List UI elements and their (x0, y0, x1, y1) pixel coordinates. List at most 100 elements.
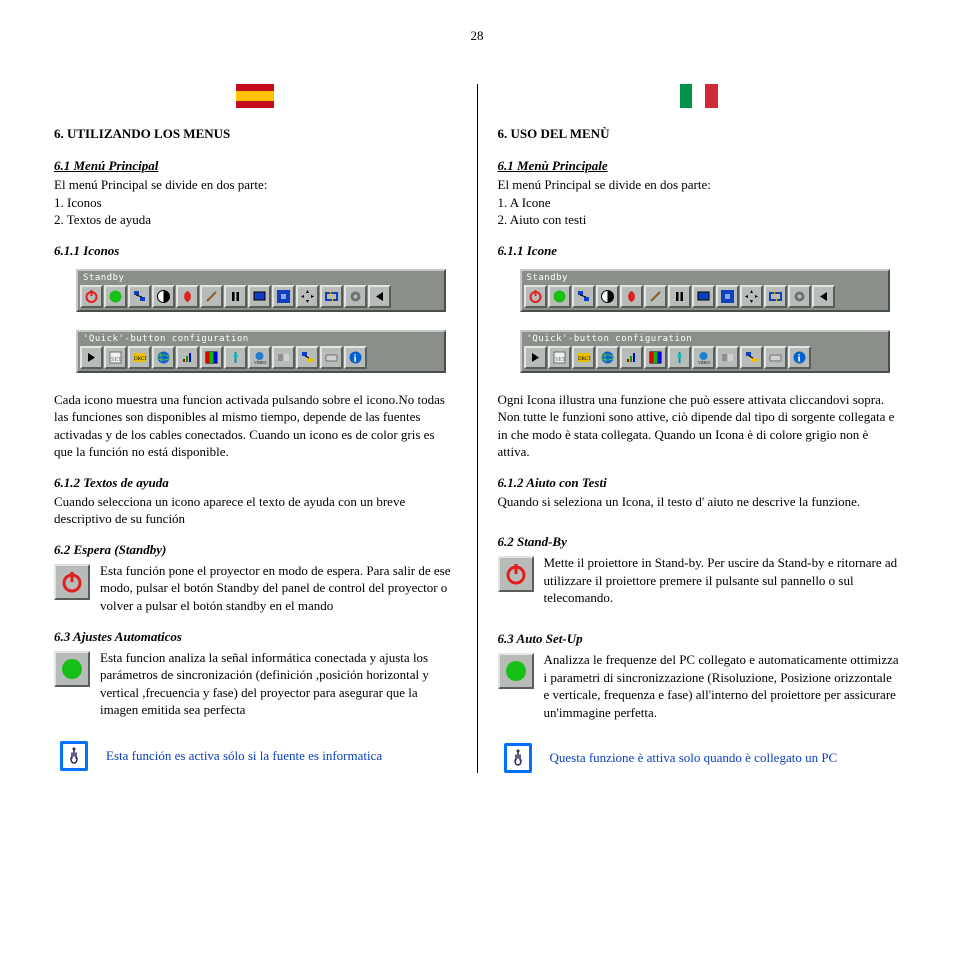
video-icon[interactable]: VIDEO (692, 346, 715, 369)
slider-icon[interactable] (668, 346, 691, 369)
arrow-right-icon[interactable] (80, 346, 103, 369)
svg-text:VIDEO: VIDEO (254, 360, 267, 365)
text-62: Esta función pone el proyector en modo d… (100, 562, 457, 615)
heading-62: 6.2 Espera (Standby) (54, 542, 457, 558)
text-61-intro: El menú Principal se divide en dos parte… (54, 176, 457, 194)
power-icon[interactable] (80, 285, 103, 308)
power-icon[interactable] (524, 285, 547, 308)
direct-icon[interactable]: DRCT (128, 346, 151, 369)
levels-icon[interactable] (620, 346, 643, 369)
text-61-item1: 1. Iconos (54, 194, 457, 212)
info-note: Questa funzione è attiva solo quando è c… (504, 743, 901, 773)
edit-icon[interactable] (644, 285, 667, 308)
power-big-icon (54, 564, 90, 600)
page-number: 28 (0, 0, 954, 44)
svg-text:VIDEO: VIDEO (698, 360, 711, 365)
slider-icon[interactable] (224, 346, 247, 369)
text-icons-desc: Cada icono muestra una funcion activada … (54, 391, 457, 461)
aspect-icon[interactable] (764, 285, 787, 308)
toolbar-title: 'Quick'-button configuration (524, 334, 886, 346)
text-61-item2: 2. Textos de ayuda (54, 211, 457, 229)
text-61-item2: 2. Aiuto con testi (498, 211, 901, 229)
direct-icon[interactable]: DRCT (572, 346, 595, 369)
screen-icon[interactable] (248, 285, 271, 308)
preset-icon[interactable]: SET (548, 346, 571, 369)
toolbar-standby: Standby (520, 269, 901, 312)
contrast-icon[interactable] (152, 285, 175, 308)
text-help-desc: Quando si seleziona un Icona, il testo d… (498, 493, 901, 511)
auto-setup-icon[interactable] (548, 285, 571, 308)
heading-6: 6. UTILIZANDO LOS MENUS (54, 126, 457, 142)
gear-icon[interactable] (344, 285, 367, 308)
heading-63: 6.3 Ajustes Automaticos (54, 629, 457, 645)
pip-icon[interactable] (740, 346, 763, 369)
section-standby: Mette il proiettore in Stand-by. Per usc… (498, 554, 901, 607)
keyboard-icon[interactable] (764, 346, 787, 369)
toolbar-title: Standby (524, 273, 886, 285)
info-icon[interactable]: i (788, 346, 811, 369)
info-note: Esta función es activa sólo si la fuente… (60, 741, 457, 771)
flag-spain (54, 84, 457, 108)
svg-text:SET: SET (111, 357, 122, 363)
heading-62: 6.2 Stand-By (498, 534, 901, 550)
column-spanish: 6. UTILIZANDO LOS MENUS 6.1 Menú Princip… (40, 84, 471, 773)
gear-icon[interactable] (788, 285, 811, 308)
source-icon[interactable] (128, 285, 151, 308)
zoom-icon[interactable] (272, 285, 295, 308)
arrow-left-icon[interactable] (812, 285, 835, 308)
pause-icon[interactable] (668, 285, 691, 308)
keyboard-icon[interactable] (320, 346, 343, 369)
column-italian: 6. USO DEL MENÙ 6.1 Menù Principale El m… (484, 84, 915, 773)
aspect-icon[interactable] (320, 285, 343, 308)
text-icons-desc: Ogni Icona illustra una funzione che può… (498, 391, 901, 461)
heading-61: 6.1 Menú Principal (54, 158, 457, 174)
power-big-icon (498, 556, 534, 592)
heading-63: 6.3 Auto Set-Up (498, 631, 901, 647)
levels-icon[interactable] (176, 346, 199, 369)
zoom-icon[interactable] (716, 285, 739, 308)
globe-icon[interactable] (596, 346, 619, 369)
arrow-right-icon[interactable] (524, 346, 547, 369)
toolbar-row: SET DRCT VIDEO i (524, 346, 886, 369)
color-icon[interactable] (176, 285, 199, 308)
video-icon[interactable]: VIDEO (248, 346, 271, 369)
arrow-left-icon[interactable] (368, 285, 391, 308)
note-text: Esta función es activa sólo si la fuente… (106, 748, 382, 764)
svg-text:DRCT: DRCT (134, 357, 147, 362)
text-63: Analizza le frequenze del PC collegato e… (544, 651, 901, 721)
info-icon[interactable]: i (344, 346, 367, 369)
heading-6: 6. USO DEL MENÙ (498, 126, 901, 142)
mirror-icon[interactable] (272, 346, 295, 369)
hand-point-icon (60, 741, 88, 771)
move-icon[interactable] (296, 285, 319, 308)
section-auto: Esta funcion analiza la señal informátic… (54, 649, 457, 719)
screen-icon[interactable] (692, 285, 715, 308)
svg-text:SET: SET (555, 357, 566, 363)
toolbar-title: Standby (80, 273, 442, 285)
toolbar-title: 'Quick'-button configuration (80, 334, 442, 346)
flag-italy (498, 84, 901, 108)
note-text: Questa funzione è attiva solo quando è c… (550, 750, 838, 766)
svg-text:DRCT: DRCT (578, 357, 591, 362)
mirror-icon[interactable] (716, 346, 739, 369)
toolbar-quick: 'Quick'-button configuration SET DRCT VI… (76, 330, 457, 373)
move-icon[interactable] (740, 285, 763, 308)
edit-icon[interactable] (200, 285, 223, 308)
auto-big-icon (54, 651, 90, 687)
pause-icon[interactable] (224, 285, 247, 308)
rgb-icon[interactable] (200, 346, 223, 369)
source-icon[interactable] (572, 285, 595, 308)
svg-text:i: i (797, 352, 800, 364)
auto-setup-icon[interactable] (104, 285, 127, 308)
toolbar-quick: 'Quick'-button configuration SET DRCT VI… (520, 330, 901, 373)
rgb-icon[interactable] (644, 346, 667, 369)
text-help-desc: Cuando selecciona un icono aparece el te… (54, 493, 457, 528)
contrast-icon[interactable] (596, 285, 619, 308)
text-61-intro: El menú Principal se divide en dos parte… (498, 176, 901, 194)
globe-icon[interactable] (152, 346, 175, 369)
pip-icon[interactable] (296, 346, 319, 369)
heading-612: 6.1.2 Aiuto con Testi (498, 475, 901, 491)
preset-icon[interactable]: SET (104, 346, 127, 369)
color-icon[interactable] (620, 285, 643, 308)
heading-612: 6.1.2 Textos de ayuda (54, 475, 457, 491)
